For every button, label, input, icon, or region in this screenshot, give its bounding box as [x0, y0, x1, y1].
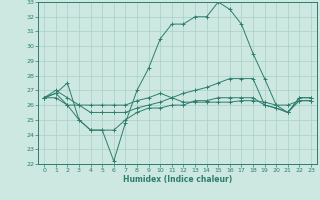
X-axis label: Humidex (Indice chaleur): Humidex (Indice chaleur)	[123, 175, 232, 184]
